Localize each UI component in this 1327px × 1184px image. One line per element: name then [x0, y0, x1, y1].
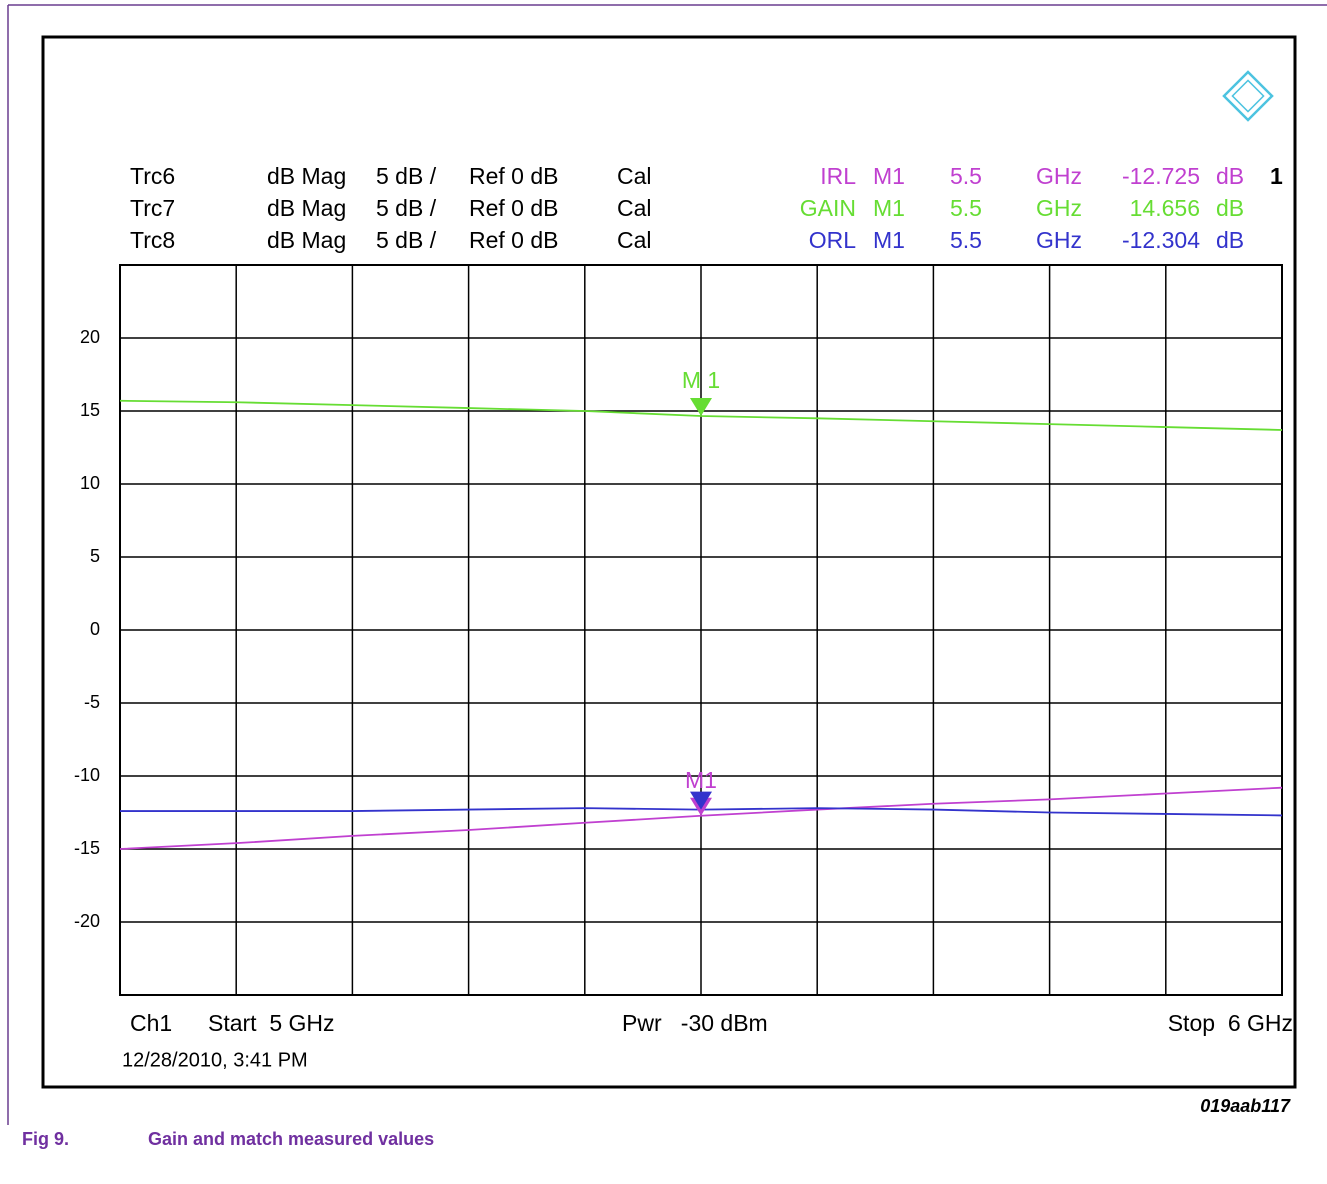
y-tick-label: 15: [80, 400, 100, 420]
trace-ref: Ref 0 dB: [469, 195, 559, 221]
readout-unit: dB: [1216, 163, 1244, 189]
readout-x-unit: GHz: [1036, 163, 1082, 189]
caption-text: Gain and match measured values: [148, 1129, 434, 1149]
trace-scale: 5 dB /: [376, 195, 437, 221]
y-tick-label: -15: [74, 838, 100, 858]
readout-marker: M1: [873, 163, 905, 189]
trace-cal: Cal: [617, 195, 652, 221]
readout-value: -12.304: [1122, 227, 1200, 253]
y-tick-label: -10: [74, 765, 100, 785]
marker-triangle: [690, 791, 712, 810]
footer-start: Start 5 GHz: [208, 1010, 335, 1036]
caption-number: Fig 9.: [22, 1129, 69, 1149]
readout-trace: ORL: [809, 227, 857, 253]
readout-x-unit: GHz: [1036, 195, 1082, 221]
rs-logo: [1222, 70, 1274, 122]
footer-stop: Stop 6 GHz: [1168, 1010, 1293, 1036]
trace-cal: Cal: [617, 163, 652, 189]
readout-trace: IRL: [820, 163, 856, 189]
readout-value: -12.725: [1122, 163, 1200, 189]
trace-format: dB Mag: [267, 163, 346, 189]
trace-format: dB Mag: [267, 195, 346, 221]
y-tick-label: 5: [90, 546, 100, 566]
trace-scale: 5 dB /: [376, 163, 437, 189]
trace-ref: Ref 0 dB: [469, 163, 559, 189]
readout-x: 5.5: [950, 163, 982, 189]
marker-label: M 1: [682, 367, 720, 393]
trace-name: Trc8: [130, 227, 175, 253]
y-tick-label: 10: [80, 473, 100, 493]
footer-power: Pwr -30 dBm: [622, 1010, 768, 1036]
channel-number: 1: [1270, 163, 1283, 189]
readout-unit: dB: [1216, 195, 1244, 221]
y-tick-label: -5: [84, 692, 100, 712]
readout-x: 5.5: [950, 227, 982, 253]
figure-id: 019aab117: [1200, 1096, 1291, 1116]
readout-x-unit: GHz: [1036, 227, 1082, 253]
screen-frame: [41, 35, 1297, 1089]
trace-name: Trc7: [130, 195, 175, 221]
footer-timestamp: 12/28/2010, 3:41 PM: [122, 1049, 308, 1071]
footer-channel: Ch1: [130, 1010, 172, 1036]
trace-scale: 5 dB /: [376, 227, 437, 253]
trace-format: dB Mag: [267, 227, 346, 253]
trace-ref: Ref 0 dB: [469, 227, 559, 253]
readout-value: 14.656: [1130, 195, 1200, 221]
marker-label: M1: [685, 767, 717, 793]
y-tick-label: 20: [80, 327, 100, 347]
marker-triangle: [690, 398, 712, 417]
readout-marker: M1: [873, 195, 905, 221]
trace-name: Trc6: [130, 163, 175, 189]
trace-cal: Cal: [617, 227, 652, 253]
readout-marker: M1: [873, 227, 905, 253]
readout-x: 5.5: [950, 195, 982, 221]
readout-unit: dB: [1216, 227, 1244, 253]
y-tick-label: -20: [74, 911, 100, 931]
readout-trace: GAIN: [800, 195, 856, 221]
y-tick-label: 0: [90, 619, 100, 639]
